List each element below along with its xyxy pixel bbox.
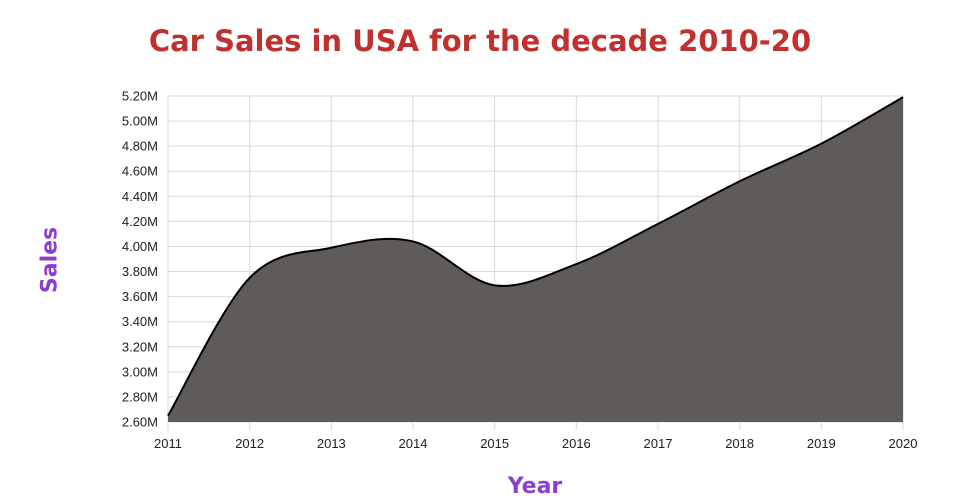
x-tick-label: 2016 <box>562 436 591 451</box>
y-tick-label: 3.80M <box>122 264 158 279</box>
y-tick-labels: 2.60M 2.80M 3.00M 3.20M 3.40M 3.60M 3.80M 4.00M… <box>122 89 158 430</box>
x-tick-label: 2020 <box>889 436 918 451</box>
y-tick-label: 2.60M <box>122 415 158 430</box>
x-tick-label: 2011 <box>154 436 182 451</box>
y-tick-label: 3.00M <box>122 364 158 379</box>
y-tick-label: 3.60M <box>122 289 158 304</box>
y-tick-label: 4.60M <box>122 164 158 179</box>
x-tick-label: 2013 <box>317 436 346 451</box>
x-tick-label: 2018 <box>725 436 754 451</box>
x-tick-labels: 2011 2012 2013 2014 2015 2016 2017 2018 2019 2020 <box>154 436 917 451</box>
series-line <box>167 96 904 417</box>
x-axis-label: Year <box>507 474 563 499</box>
y-tick-label: 4.40M <box>122 189 158 204</box>
x-tick-label: 2017 <box>644 436 673 451</box>
y-tick-label: 3.20M <box>122 339 158 354</box>
y-tick-label: 2.80M <box>122 389 158 404</box>
chart-title: Car Sales in USA for the decade 2010-20 <box>148 24 812 58</box>
x-tick-label: 2012 <box>235 436 264 451</box>
x-tick-label: 2014 <box>399 436 428 451</box>
y-tick-label: 3.40M <box>122 314 158 329</box>
y-tick-label: 5.20M <box>122 89 158 104</box>
x-tick-label: 2015 <box>480 436 509 451</box>
y-tick-label: 4.20M <box>122 214 158 229</box>
y-tick-label: 4.80M <box>122 139 158 154</box>
y-tick-label: 5.00M <box>122 114 158 129</box>
x-tick-label: 2019 <box>807 436 836 451</box>
area-fill <box>168 97 903 422</box>
y-tick-label: 4.00M <box>122 239 158 254</box>
